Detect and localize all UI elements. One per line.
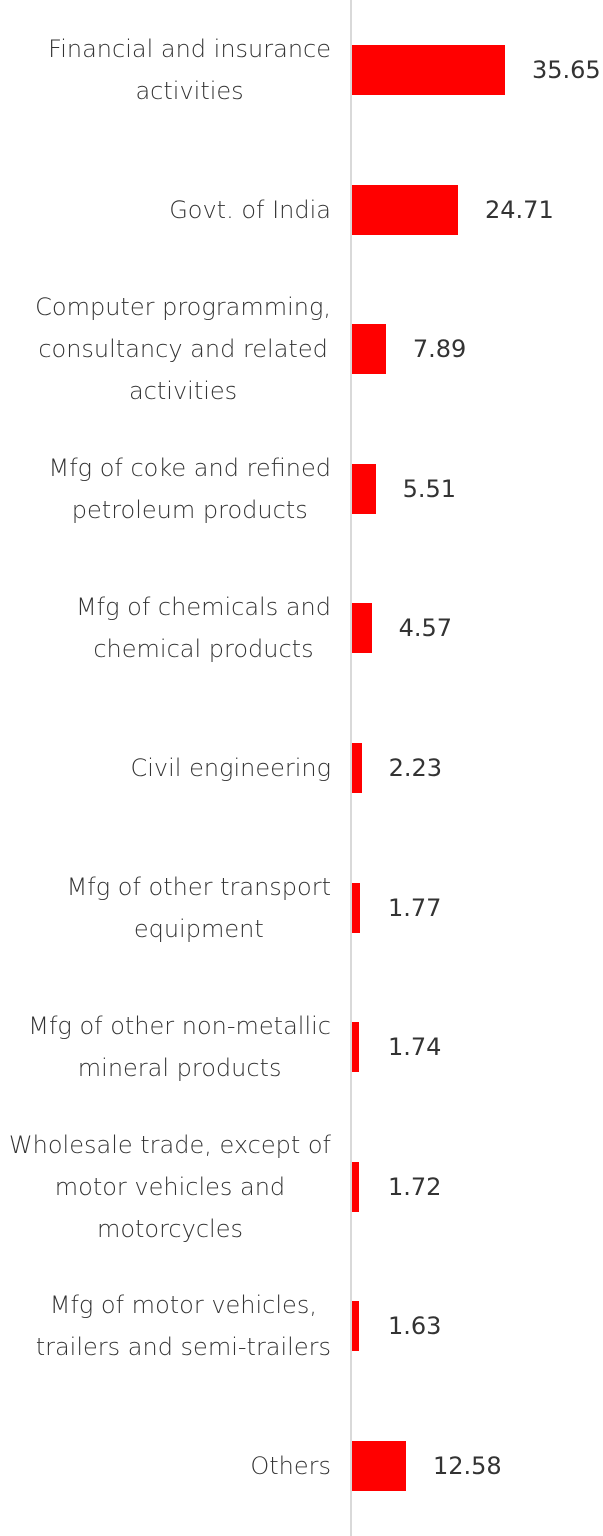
category-label-wrap: Mfg of chemicals and chemical products [76, 558, 331, 698]
bar [352, 882, 360, 933]
category-label: Financial and insurance activities [48, 35, 331, 105]
bar-row: Others 12.58 [0, 1396, 603, 1536]
value-label: 7.89 [412, 335, 467, 364]
bar [352, 184, 458, 235]
category-label-wrap: Others [250, 1396, 331, 1536]
category-label-wrap: Computer programming, consultancy and re… [35, 279, 331, 419]
category-label: Mfg of other non-metallic mineral produc… [28, 1012, 331, 1083]
category-label: Wholesale trade, except of motor vehicle… [8, 1130, 331, 1243]
value-label: 5.51 [402, 474, 457, 503]
value-label: 24.71 [485, 195, 554, 224]
category-label-wrap: Mfg of other transport equipment [67, 838, 331, 978]
category-label: Mfg of coke and refined petroleum produc… [48, 453, 331, 524]
category-label: Civil engineering [130, 754, 331, 782]
category-label: Govt. of India [169, 195, 331, 224]
value-label: 1.77 [388, 893, 442, 922]
value-label: 1.74 [388, 1033, 442, 1062]
bar-row: Mfg of other non-metallic mineral produc… [0, 977, 603, 1117]
category-label: Mfg of motor vehicles, trailers and semi… [35, 1291, 331, 1362]
category-label-wrap: Wholesale trade, except of motor vehicle… [9, 1117, 331, 1257]
category-axis-line [350, 0, 352, 1536]
bar [352, 603, 372, 654]
bar [352, 743, 362, 793]
category-label-wrap: Financial and insurance activities [48, 0, 331, 140]
category-label-wrap: Civil engineering [130, 698, 331, 838]
category-label: Mfg of other transport equipment [66, 872, 331, 943]
value-label: 1.72 [388, 1172, 442, 1201]
value-label: 1.63 [388, 1312, 442, 1341]
category-label-wrap: Mfg of motor vehicles, trailers and semi… [36, 1256, 331, 1396]
category-label: Others [250, 1452, 331, 1480]
bar-row: Mfg of coke and refined petroleum produc… [0, 419, 603, 559]
category-label: Computer programming, consultancy and re… [35, 293, 331, 406]
value-label: 12.58 [432, 1452, 502, 1480]
category-label-wrap: Mfg of coke and refined petroleum produc… [49, 419, 331, 559]
bar [352, 463, 376, 514]
value-label: 2.23 [388, 754, 442, 782]
bar-row: Computer programming, consultancy and re… [0, 279, 603, 419]
bar-row: Mfg of motor vehicles, trailers and semi… [0, 1256, 603, 1396]
bar-row: Mfg of other transport equipment 1.77 [0, 838, 603, 978]
bar [352, 1022, 360, 1073]
bar [352, 1161, 360, 1212]
bar-row: Mfg of chemicals and chemical products 4.… [0, 558, 603, 698]
bar-row: Govt. of India 24.71 [0, 140, 603, 280]
bar [352, 45, 505, 95]
value-label: 35.65 [531, 56, 601, 84]
category-label-wrap: Govt. of India [169, 140, 331, 280]
bar [352, 1301, 359, 1352]
bar [352, 324, 386, 375]
value-label: 4.57 [398, 614, 453, 643]
bar [352, 1441, 406, 1491]
bar-row: Civil engineering 2.23 [0, 698, 603, 838]
bar-row: Wholesale trade, except of motor vehicle… [0, 1117, 603, 1257]
bar-row: Financial and insurance activities 35.65 [0, 0, 603, 140]
category-label-wrap: Mfg of other non-metallic mineral produc… [28, 977, 331, 1117]
category-label: Mfg of chemicals and chemical products [75, 593, 331, 664]
